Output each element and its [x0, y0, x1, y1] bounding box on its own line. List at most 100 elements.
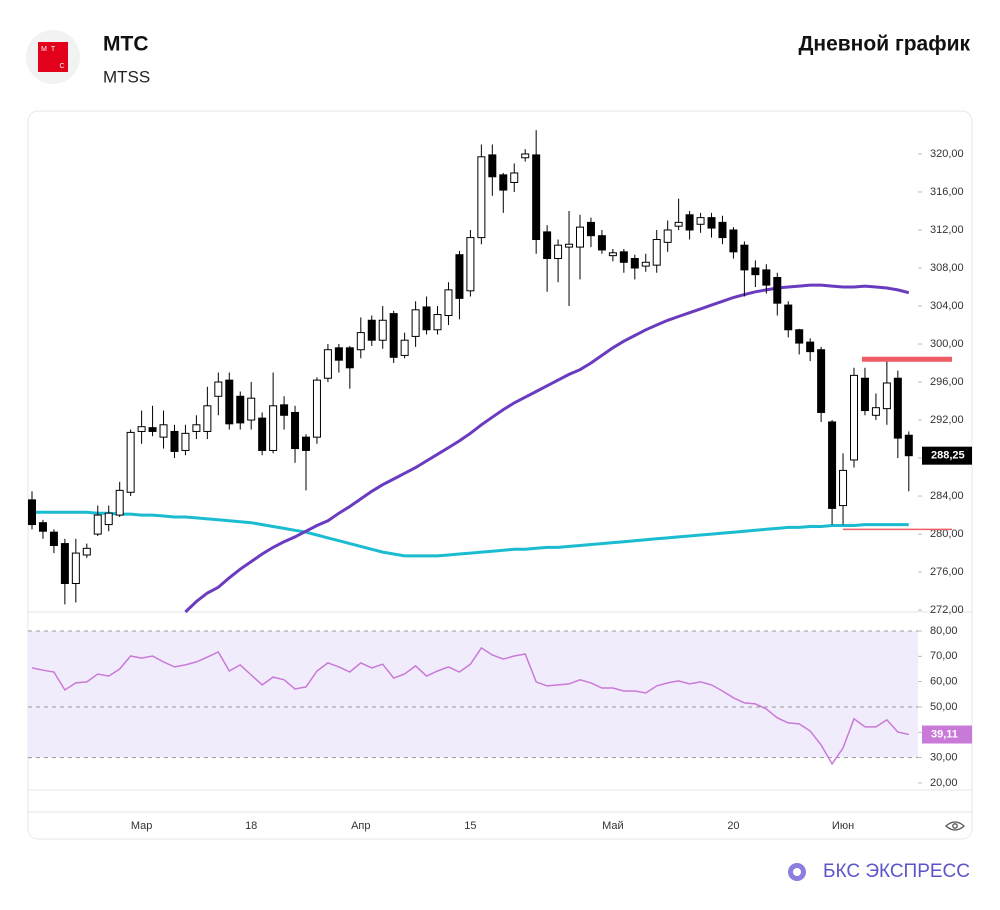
candle-body — [455, 254, 464, 299]
candle-body — [904, 434, 913, 457]
candle-body — [882, 382, 891, 410]
candle-body — [565, 243, 574, 248]
candle-body — [247, 397, 256, 421]
candle-body — [839, 469, 848, 507]
x-tick-label: 15 — [464, 820, 476, 832]
candle-body — [499, 174, 508, 191]
candle-body — [422, 306, 431, 331]
brand-name: БКС ЭКСПРЕСС — [823, 861, 970, 882]
candle-body — [795, 329, 804, 344]
candle-body — [630, 257, 639, 269]
candle-body — [93, 514, 102, 535]
candle-body — [784, 304, 793, 331]
logo-square — [38, 42, 68, 72]
candle-body — [291, 411, 300, 450]
candle-body — [707, 217, 716, 229]
candle-body — [148, 427, 157, 432]
y-tick-label: 316,00 — [930, 186, 964, 198]
rsi-tick-label: 60,00 — [930, 676, 958, 688]
candle-body — [302, 436, 310, 451]
candle-body — [806, 341, 815, 353]
candle-body — [378, 319, 387, 341]
candle-body — [828, 421, 837, 509]
candle-body — [521, 153, 530, 159]
candle-body — [740, 244, 749, 271]
candle-body — [619, 251, 628, 263]
x-tick-label: Мар — [131, 820, 153, 832]
chart-kind: Дневной график — [798, 33, 970, 56]
price-tag-label: 288,25 — [931, 450, 965, 462]
candle-body — [532, 154, 541, 240]
candle-body — [871, 407, 880, 416]
candle-body — [554, 244, 563, 259]
candle-body — [159, 424, 168, 438]
candle-body — [641, 261, 650, 267]
candle-body — [663, 229, 672, 243]
candle-body — [82, 547, 91, 556]
candle-body — [608, 252, 617, 257]
moving-average — [184, 283, 910, 614]
candle-body — [674, 221, 683, 227]
y-tick-label: 292,00 — [930, 414, 964, 426]
candle-body — [170, 430, 179, 452]
rsi-tick-label: 70,00 — [930, 650, 958, 662]
candle-body — [181, 432, 190, 451]
rsi-tick-label: 80,00 — [930, 625, 958, 637]
rsi-tick-label: 50,00 — [930, 701, 958, 713]
candle-body — [586, 221, 595, 237]
brand-icon-core — [793, 868, 801, 876]
logo: М Т С — [26, 30, 80, 84]
candle-body — [893, 377, 902, 439]
candle-body — [729, 229, 738, 253]
candle-body — [860, 377, 869, 412]
candle-body — [510, 172, 519, 183]
logo-letter: М — [41, 46, 47, 53]
x-tick-label: Июн — [832, 820, 854, 832]
candle-body — [356, 332, 365, 351]
candle-body — [685, 214, 694, 231]
x-tick-label: Апр — [351, 820, 370, 832]
candle-body — [850, 374, 858, 461]
candle-body — [597, 235, 606, 251]
candle-body — [203, 405, 212, 432]
company-name: МТС — [103, 33, 149, 56]
candle-body — [444, 289, 453, 317]
x-tick-label: 18 — [245, 820, 257, 832]
candle-body — [323, 349, 332, 379]
visibility-icon[interactable] — [945, 821, 965, 831]
logo-letter: С — [59, 63, 64, 70]
rsi-tag — [922, 725, 972, 744]
candle-body — [751, 267, 760, 276]
candle-body — [466, 237, 475, 292]
y-tick-label: 320,00 — [930, 148, 964, 160]
y-tick-label: 272,00 — [930, 604, 964, 616]
candle-body — [367, 319, 376, 341]
rsi-tick-label: 30,00 — [930, 751, 958, 763]
y-tick-label: 312,00 — [930, 224, 964, 236]
plot: 272,00276,00280,00284,00288,00292,00296,… — [28, 130, 972, 832]
candle-body — [192, 424, 201, 432]
candle-body — [652, 238, 661, 266]
candle-body — [214, 381, 223, 397]
rsi-band — [28, 630, 918, 758]
candle-body — [817, 349, 826, 413]
candle-body — [126, 431, 135, 493]
candle-body — [28, 499, 36, 526]
candle-body — [718, 221, 727, 239]
rsi-tag-label: 39,11 — [931, 728, 958, 740]
candle-body — [60, 543, 69, 584]
x-tick-label: 20 — [727, 820, 739, 832]
ticker: MTSS — [103, 67, 150, 86]
candle-body — [576, 226, 584, 248]
candle-body — [225, 379, 234, 425]
candle-body — [389, 313, 398, 358]
candle-body — [269, 405, 278, 451]
candle-body — [488, 154, 497, 178]
y-tick-label: 284,00 — [930, 490, 964, 502]
x-tick-label: Май — [602, 820, 624, 832]
rsi-tick-label: 20,00 — [930, 777, 958, 789]
candle-body — [38, 522, 47, 532]
candle-body — [280, 404, 289, 416]
candle-body — [71, 552, 80, 584]
